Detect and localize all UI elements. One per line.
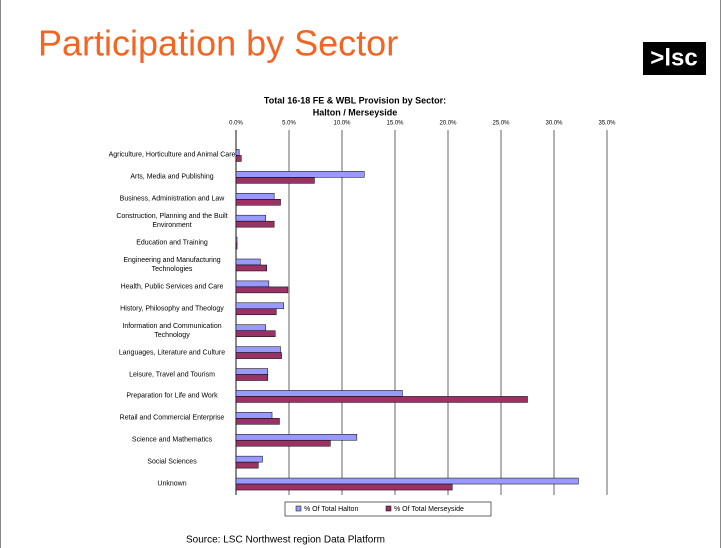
legend-label: % Of Total Halton (304, 506, 358, 513)
category-label: Retail and Commercial Enterprise (119, 414, 225, 422)
category-label: Business, Administration and Law (119, 195, 225, 203)
legend-swatch (385, 505, 392, 512)
bar (235, 302, 284, 310)
bar (235, 214, 266, 222)
bar (235, 418, 280, 425)
bar (235, 193, 275, 200)
category-label: Leisure, Travel and Tourism (129, 371, 215, 379)
bar (235, 346, 281, 353)
logo: >lsc (650, 44, 697, 71)
bar (235, 396, 528, 403)
category-label: Languages, Literature and Culture (118, 349, 226, 357)
x-tick-label: 0.0% (229, 121, 243, 127)
bar (235, 439, 331, 447)
bar (235, 199, 281, 206)
category-label: Construction, Planning and the Built Env… (116, 213, 228, 230)
bar (235, 433, 358, 441)
bar (235, 390, 403, 397)
bar (235, 461, 259, 469)
bar (235, 412, 273, 419)
slide-title: Participation by Sector (38, 23, 398, 64)
bar (235, 324, 266, 331)
category-label: Engineering and Manufacturing Technologi… (123, 256, 221, 273)
bar (235, 242, 238, 250)
bar (235, 264, 267, 272)
bar (235, 374, 269, 381)
category-label: Preparation for Life and Work (126, 392, 218, 400)
category-label: Social Sciences (147, 458, 197, 466)
bar (235, 236, 238, 244)
chart-subtitle: Halton / Merseyside (313, 107, 398, 117)
x-tick-label: 15.0% (386, 121, 404, 127)
bar (235, 483, 453, 491)
bar (235, 308, 277, 316)
bar (235, 155, 242, 162)
bar (235, 258, 261, 266)
bar (235, 171, 365, 178)
category-label: Agriculture, Horticulture and Animal Car… (108, 151, 236, 159)
x-tick-label: 10.0% (333, 121, 351, 127)
category-label: Unknown (157, 480, 187, 488)
logo-box (643, 42, 706, 75)
chart-title: Total 16-18 FE & WBL Provision by Sector… (264, 95, 446, 105)
legend-swatch (295, 505, 302, 512)
x-tick-label: 30.0% (545, 121, 563, 127)
legend-label: % Of Total Merseyside (394, 506, 464, 513)
bar (235, 286, 289, 294)
x-tick-label: 20.0% (439, 121, 457, 127)
bar (235, 455, 263, 463)
category-label: History, Philosophy and Theology (120, 305, 224, 313)
bar (235, 280, 270, 288)
bar (235, 352, 282, 359)
category-label: Arts, Media and Publishing (130, 173, 214, 181)
bar (235, 368, 269, 375)
source: Source: LSC Northwest region Data Platfo… (186, 535, 385, 546)
bar (235, 220, 275, 228)
category-label: Education and Training (136, 239, 208, 247)
bar (235, 177, 315, 184)
bar (235, 477, 579, 485)
bar (235, 149, 240, 156)
x-tick-label: 5.0% (282, 121, 296, 127)
category-label: Information and Communication Technology (122, 322, 222, 339)
x-tick-label: 35.0% (598, 121, 616, 127)
category-label: Science and Mathematics (131, 436, 213, 444)
x-tick-label: 25.0% (492, 121, 510, 127)
bar (235, 330, 276, 337)
category-label: Health, Public Services and Care (120, 283, 224, 291)
